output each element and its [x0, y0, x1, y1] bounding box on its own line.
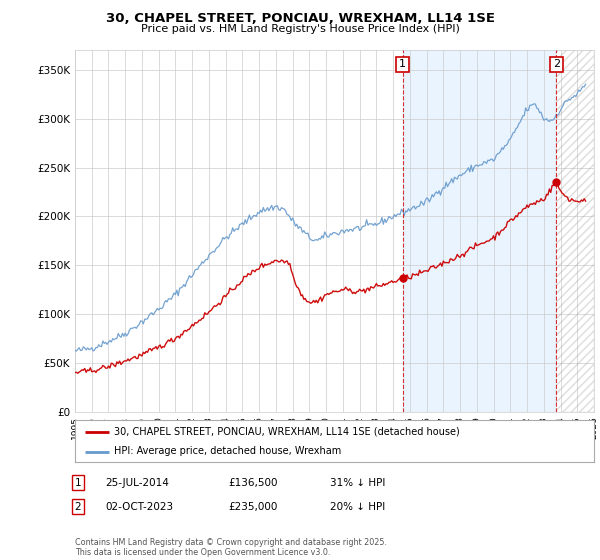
Text: 02-OCT-2023: 02-OCT-2023 [105, 502, 173, 512]
Text: 30, CHAPEL STREET, PONCIAU, WREXHAM, LL14 1SE (detached house): 30, CHAPEL STREET, PONCIAU, WREXHAM, LL1… [114, 427, 460, 437]
Text: £136,500: £136,500 [228, 478, 277, 488]
Bar [556, 50, 594, 412]
Text: 31% ↓ HPI: 31% ↓ HPI [330, 478, 385, 488]
Text: Contains HM Land Registry data © Crown copyright and database right 2025.
This d: Contains HM Land Registry data © Crown c… [75, 538, 387, 557]
Text: HPI: Average price, detached house, Wrexham: HPI: Average price, detached house, Wrex… [114, 446, 341, 456]
Text: 2: 2 [553, 59, 560, 69]
Text: 25-JUL-2014: 25-JUL-2014 [105, 478, 169, 488]
Bar [403, 50, 556, 412]
Text: 1: 1 [399, 59, 406, 69]
Bar [556, 50, 594, 412]
Text: 1: 1 [74, 478, 82, 488]
Text: Price paid vs. HM Land Registry's House Price Index (HPI): Price paid vs. HM Land Registry's House … [140, 24, 460, 34]
Text: 2: 2 [74, 502, 82, 512]
Text: £235,000: £235,000 [228, 502, 277, 512]
Text: 30, CHAPEL STREET, PONCIAU, WREXHAM, LL14 1SE: 30, CHAPEL STREET, PONCIAU, WREXHAM, LL1… [106, 12, 494, 25]
Text: 20% ↓ HPI: 20% ↓ HPI [330, 502, 385, 512]
